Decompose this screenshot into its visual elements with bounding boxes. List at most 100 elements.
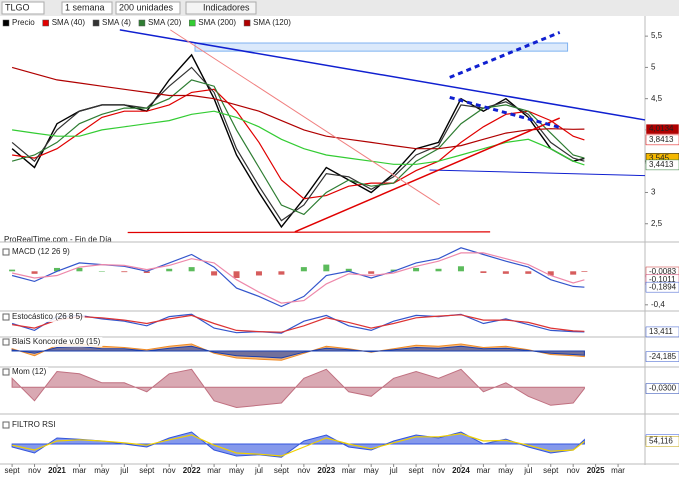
histogram-bar: [76, 267, 83, 272]
x-tick-label: mar: [477, 466, 491, 475]
panel-icon: [2, 338, 10, 346]
last-value-label: 4,0134: [649, 124, 674, 133]
trendline: [449, 30, 561, 79]
x-tick-label: mar: [342, 466, 356, 475]
last-value-label: -0,1894: [649, 282, 677, 291]
histogram-bar: [435, 268, 442, 272]
histogram-bar: [98, 271, 105, 272]
y-tick-label: 3: [651, 188, 656, 197]
histogram-bar: [211, 271, 218, 276]
legend-swatch: [189, 19, 196, 27]
x-tick-label: nov: [163, 466, 176, 475]
histogram-bar: [300, 267, 307, 272]
trendline: [170, 29, 440, 206]
timeframe[interactable]: 1 semana: [65, 2, 105, 12]
last-value-box: [645, 436, 679, 447]
last-value-box: [645, 134, 679, 146]
panel-title-bg: [11, 337, 103, 347]
last-value-label: 3,4413: [649, 160, 674, 169]
series-line: [11, 252, 585, 304]
histogram-bar: [53, 267, 60, 272]
last-value-box: [645, 159, 679, 171]
x-tick-label: nov: [432, 466, 445, 475]
x-tick-label: 2022: [183, 466, 201, 475]
histogram-bar: [525, 271, 532, 274]
panel-icon: [2, 368, 10, 376]
histogram-bar: [233, 271, 240, 278]
histogram-bar: [390, 269, 397, 272]
histogram-bar: [31, 271, 38, 274]
histogram-bar: [143, 271, 150, 273]
last-value-box: [645, 281, 679, 293]
area: [11, 431, 585, 458]
indicators-button[interactable]: [185, 1, 257, 15]
legend-swatch: [138, 19, 146, 27]
trendline: [429, 169, 646, 177]
histogram-bar: [570, 271, 577, 275]
y-tick-label: 2,5: [651, 219, 663, 228]
series-line: [12, 110, 585, 166]
trendline: [127, 231, 491, 234]
legend-swatch: [2, 19, 10, 27]
last-value-box: [645, 326, 679, 338]
x-tick-label: mar: [207, 466, 221, 475]
x-tick-label: sept: [274, 466, 290, 475]
units-box[interactable]: [115, 1, 181, 15]
panel-title-bg: [11, 312, 85, 322]
panel-title: FILTRO RSI: [12, 420, 55, 429]
panel-title-bg: [11, 247, 72, 257]
histogram-bar: [9, 269, 16, 272]
panel-title-bg: [11, 420, 58, 430]
y-tick-label: 5: [651, 63, 656, 72]
last-value-label: -0,0300: [649, 384, 677, 393]
x-tick-label: jul: [254, 466, 263, 475]
units[interactable]: 200 unidades: [119, 2, 174, 12]
legend-label: SMA (20): [148, 18, 182, 27]
histogram-bar: [413, 267, 420, 272]
legend-label: Precio: [12, 18, 35, 27]
timeframe-box[interactable]: [61, 1, 113, 15]
watermark: ProRealTime.com - Fin de Día: [4, 235, 112, 244]
last-value-label: 54,116: [649, 437, 673, 446]
zone-box: [194, 42, 569, 52]
x-tick-label: sept: [5, 466, 21, 475]
legend-label: SMA (4): [102, 18, 131, 27]
panel-icon: [2, 313, 10, 321]
series-line: [11, 66, 585, 222]
x-tick-label: 2024: [452, 466, 470, 475]
x-tick-label: mar: [73, 466, 87, 475]
x-tick-label: 2021: [48, 466, 66, 475]
histogram-bar: [345, 268, 352, 272]
x-tick-label: 2023: [317, 466, 335, 475]
histogram-bar: [323, 264, 330, 272]
last-value-box: [645, 123, 679, 135]
histogram-bar: [255, 271, 262, 276]
symbol-box[interactable]: [1, 1, 45, 15]
x-tick-label: nov: [567, 466, 580, 475]
legend-swatch: [243, 19, 251, 27]
trendline: [294, 117, 561, 233]
last-value-label: -0,1011: [649, 275, 676, 284]
y-tick-label: 5,5: [651, 31, 663, 40]
histogram-bar: [368, 271, 375, 274]
last-value-label: -0,0083: [649, 267, 677, 276]
x-tick-label: mar: [611, 466, 625, 475]
x-tick-label: sept: [139, 466, 155, 475]
panel-title: MACD (12 26 9): [12, 247, 70, 256]
histogram-bar: [480, 271, 487, 273]
series-line: [11, 433, 585, 457]
series-line: [11, 53, 585, 229]
x-tick-label: jul: [389, 466, 398, 475]
indicators[interactable]: Indicadores: [203, 2, 250, 12]
series-line: [11, 79, 585, 216]
x-tick-label: may: [498, 466, 513, 475]
last-value-box: [645, 383, 679, 394]
symbol[interactable]: TLGO: [5, 2, 30, 12]
last-value-label: 3,545: [649, 154, 670, 163]
legend-label: SMA (40): [52, 18, 86, 27]
series-line: [11, 66, 585, 150]
x-tick-label: may: [229, 466, 244, 475]
x-tick-label: 2025: [587, 466, 605, 475]
